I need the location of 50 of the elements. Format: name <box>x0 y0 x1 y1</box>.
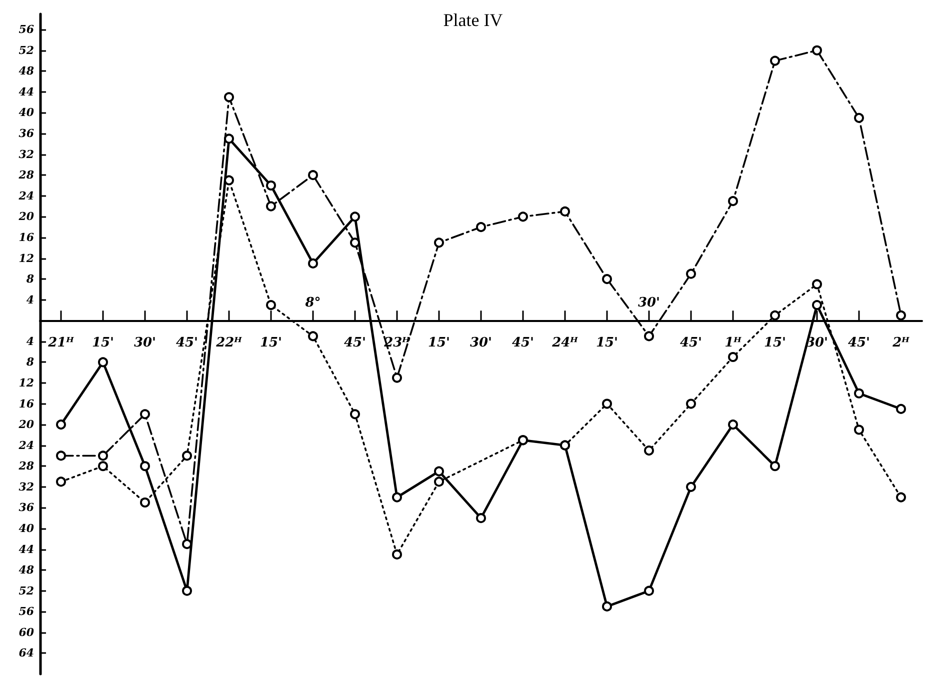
y-tick-label: 56 <box>18 605 34 618</box>
y-tick-label: 12 <box>18 252 34 265</box>
y-tick-label: 40 <box>18 106 34 120</box>
x-tick-label: 30' <box>638 296 660 311</box>
x-tick-label: 21ᴴ <box>47 336 74 351</box>
x-tick-label: 1ᴴ <box>724 336 742 351</box>
y-tick-label: 24 <box>18 438 34 452</box>
x-tick-label: 45' <box>176 336 198 351</box>
x-tick-label: 22ᴴ <box>215 336 242 351</box>
y-tick-label: 52 <box>18 584 34 598</box>
chart-title: Plate IV <box>443 10 503 30</box>
y-tick-label: 44 <box>18 542 34 556</box>
y-tick-label: 40 <box>18 522 34 535</box>
y-tick-label: 12 <box>18 376 34 390</box>
y-tick-label: 4 <box>26 293 34 306</box>
y-tick-label: 8 <box>25 356 34 369</box>
y-tick-label: 56 <box>18 23 34 36</box>
y-tick-label: 20 <box>18 418 34 432</box>
x-tick-label: 30' <box>134 336 156 351</box>
x-tick-label: 45' <box>344 336 366 351</box>
x-tick-label: 15' <box>428 336 450 351</box>
x-tick-label: 2ᴴ <box>892 336 910 351</box>
y-tick-label: 48 <box>18 64 34 78</box>
x-tick-label: 45' <box>848 336 870 351</box>
y-tick-label: 36 <box>18 501 34 514</box>
x-tick-label: 24ᴴ <box>551 336 578 351</box>
y-tick-label: 52 <box>18 44 34 57</box>
y-tick-label: 8 <box>25 272 34 286</box>
x-tick-label: 8° <box>304 296 321 311</box>
y-tick-label: 28 <box>18 460 34 473</box>
y-tick-label: 32 <box>18 148 34 161</box>
y-tick-label: 36 <box>18 127 34 140</box>
y-tick-label: 28 <box>18 168 34 182</box>
x-tick-label: 30' <box>470 336 492 351</box>
y-tick-label: 44 <box>18 85 34 98</box>
x-tick-label: 15' <box>260 336 282 351</box>
x-tick-label: 45' <box>512 336 534 351</box>
y-tick-label: 16 <box>18 397 34 410</box>
x-tick-label: 15' <box>92 336 114 351</box>
y-tick-label: 48 <box>18 564 34 577</box>
y-tick-label: 4 <box>26 334 34 348</box>
y-tick-label: 64 <box>18 646 34 660</box>
y-tick-label: 60 <box>18 626 34 639</box>
x-tick-label: 45' <box>680 336 702 351</box>
y-tick-label: 24 <box>18 189 34 202</box>
x-tick-label: 15' <box>596 336 618 351</box>
x-tick-label: 15' <box>764 336 786 351</box>
y-tick-label: 16 <box>18 230 34 244</box>
y-tick-label: 20 <box>18 210 34 224</box>
y-tick-label: 32 <box>18 480 34 494</box>
